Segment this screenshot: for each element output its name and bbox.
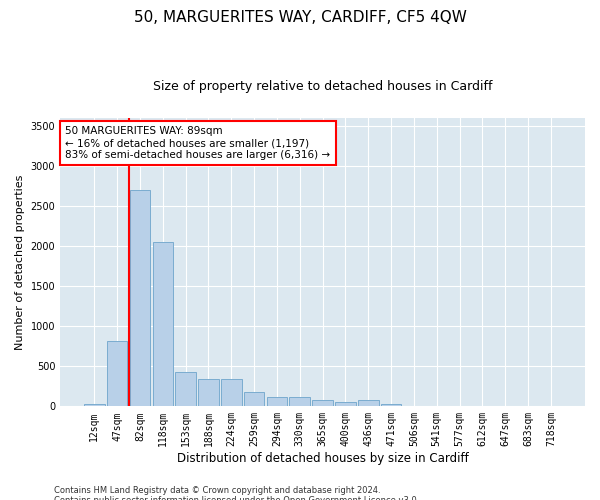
X-axis label: Distribution of detached houses by size in Cardiff: Distribution of detached houses by size … (177, 452, 469, 465)
Bar (335, 402, 356, 406)
Bar (84, 404, 104, 406)
Title: Size of property relative to detached houses in Cardiff: Size of property relative to detached ho… (153, 80, 493, 93)
Bar (289, 396, 310, 406)
Text: Contains HM Land Registry data © Crown copyright and database right 2024.: Contains HM Land Registry data © Crown c… (54, 486, 380, 495)
Bar (175, 372, 196, 406)
Bar (152, 242, 173, 406)
Bar (221, 379, 242, 406)
Text: 50, MARGUERITES WAY, CARDIFF, CF5 4QW: 50, MARGUERITES WAY, CARDIFF, CF5 4QW (134, 10, 466, 25)
Bar (130, 190, 150, 406)
Y-axis label: Number of detached properties: Number of detached properties (15, 174, 25, 350)
Bar (358, 400, 379, 406)
Bar (313, 400, 333, 406)
Bar (107, 340, 127, 406)
Bar (266, 396, 287, 406)
Bar (244, 392, 265, 406)
Text: 50 MARGUERITES WAY: 89sqm
← 16% of detached houses are smaller (1,197)
83% of se: 50 MARGUERITES WAY: 89sqm ← 16% of detac… (65, 126, 331, 160)
Text: Contains public sector information licensed under the Open Government Licence v3: Contains public sector information licen… (54, 496, 419, 500)
Bar (381, 404, 401, 406)
Bar (198, 379, 219, 406)
